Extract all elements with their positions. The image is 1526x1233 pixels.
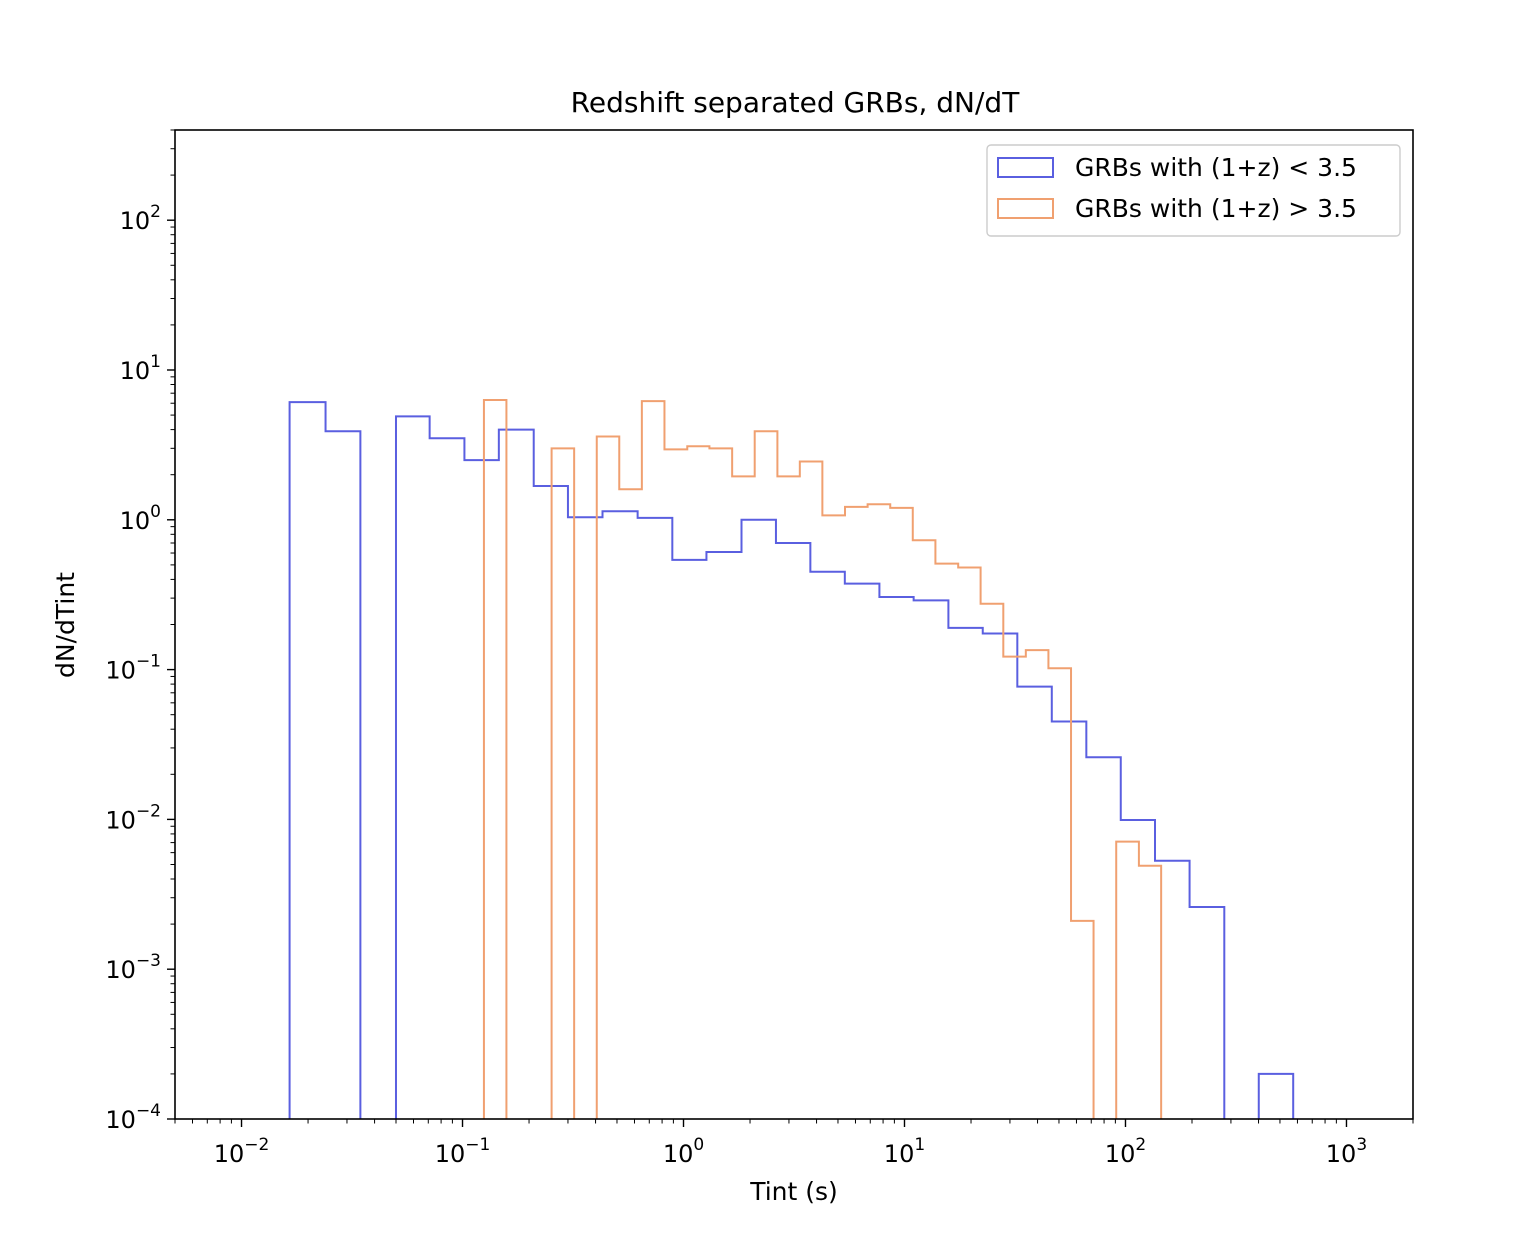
series-1-bar-1 [290, 402, 326, 1119]
chart-title: Redshift separated GRBs, dN/dT [571, 86, 1021, 119]
series-2-bar-11 [709, 448, 732, 1119]
series-2-bar-24 [1003, 657, 1026, 1119]
x-tick-label: 101 [884, 1135, 925, 1168]
series-2-bar-13 [755, 431, 778, 1119]
legend-box [986, 144, 1401, 237]
series-2-bar-23 [981, 604, 1004, 1119]
x-tick-label: 102 [1105, 1135, 1146, 1168]
y-tick-label: 10−4 [105, 1101, 161, 1134]
legend-swatch [997, 157, 1054, 178]
legend-item-2: GRBs with (1+z) > 3.5 [997, 194, 1357, 223]
series-2-bar-30 [1139, 866, 1161, 1119]
series-2-bar-17 [845, 507, 868, 1119]
series-2-bar-20 [913, 540, 936, 1119]
series-2-bar-12 [732, 476, 755, 1119]
series-2-bar-8 [642, 401, 665, 1119]
x-axis-title: Tint (s) [749, 1177, 838, 1206]
y-tick-label: 100 [120, 502, 161, 535]
series-layer [288, 399, 1295, 1119]
legend-label: GRBs with (1+z) > 3.5 [1075, 194, 1357, 223]
y-tick-label: 10−3 [105, 951, 161, 984]
x-tick-label: 103 [1326, 1135, 1367, 1168]
legend-item-1: GRBs with (1+z) < 3.5 [997, 153, 1357, 182]
series-2-step-outline [482, 399, 1163, 1119]
series-2-bar-10 [687, 446, 709, 1119]
series-2-bar-4 [552, 448, 575, 1119]
series-2-bar-9 [664, 449, 687, 1119]
series-1-bar-5 [430, 438, 465, 1119]
y-axis-title: dN/dTint [51, 572, 80, 678]
series-1-bar-2 [326, 431, 361, 1119]
series-1 [288, 401, 1295, 1119]
series-2-bar-27 [1071, 921, 1094, 1119]
series-2-bar-7 [619, 489, 642, 1119]
series-1-step-outline [288, 401, 1295, 1119]
x-tick-label: 10−2 [214, 1135, 270, 1168]
series-2-bar-19 [890, 508, 913, 1119]
series-1-bar-4 [396, 416, 430, 1119]
legend: GRBs with (1+z) < 3.5 GRBs with (1+z) > 3… [986, 144, 1401, 237]
series-2-bar-15 [800, 461, 823, 1119]
y-tick-label: 102 [120, 202, 161, 235]
series-1-bar-27 [1190, 907, 1225, 1119]
tick-layer: 10−2 10−1 100 101 102 103 10−4 10−3 10−2 10−1 100 1… [105, 129, 1414, 1168]
series-2-bar-18 [868, 504, 891, 1119]
series-2 [482, 399, 1163, 1119]
series-1-bar-29 [1259, 1074, 1293, 1119]
series-2-bar-6 [597, 436, 620, 1119]
y-tick-label: 10−1 [105, 652, 161, 685]
series-2-bar-22 [958, 568, 980, 1119]
series-2-bar-1 [484, 400, 506, 1119]
x-tick-label: 100 [663, 1135, 704, 1168]
series-2-bar-16 [822, 515, 845, 1119]
legend-swatch [997, 198, 1054, 219]
plot-frame [174, 129, 1414, 1120]
series-2-bar-26 [1048, 668, 1071, 1119]
series-2-bar-14 [777, 476, 799, 1119]
legend-label: GRBs with (1+z) < 3.5 [1075, 153, 1357, 182]
series-2-bar-29 [1116, 842, 1139, 1119]
x-tick-label: 10−1 [435, 1135, 491, 1168]
y-tick-label: 101 [120, 352, 161, 385]
y-tick-label: 10−2 [105, 801, 161, 834]
series-2-bar-25 [1026, 650, 1049, 1119]
series-2-bar-21 [935, 564, 958, 1119]
